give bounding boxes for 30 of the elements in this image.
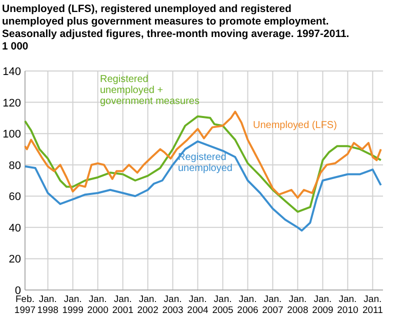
x-tick-label: Jan. 2010 <box>337 294 358 316</box>
line-series <box>24 115 382 213</box>
x-tick-label: Jan. 2009 <box>312 294 334 316</box>
x-tick-label: Jan. 2011 <box>362 294 383 316</box>
line-series <box>24 110 382 199</box>
x-tick-label: Feb. 1997 <box>14 294 36 316</box>
x-tick-label: Jan. 2006 <box>237 294 258 316</box>
x-tick-label: Jan. 1998 <box>37 294 58 316</box>
y-tick-label: 80 <box>8 160 21 172</box>
x-tick-label: Jan. 2001 <box>112 294 134 316</box>
y-tick-label: 40 <box>8 222 21 234</box>
x-tick-label: Jan. 2003 <box>162 294 184 316</box>
x-tick-label: Jan. 2002 <box>137 294 158 316</box>
x-tick-label: Jan. 2005 <box>212 294 234 316</box>
y-tick-label: 0 <box>14 285 21 297</box>
x-tick-label: Jan. 2000 <box>87 294 108 316</box>
series-label: Registered unemployed <box>178 152 232 174</box>
y-tick-label: 20 <box>8 254 21 266</box>
x-tick-label: Jan. 1999 <box>62 294 84 316</box>
x-tick-label: Jan. 2004 <box>187 294 208 316</box>
line-series <box>24 140 382 232</box>
y-tick-label: 60 <box>8 191 21 204</box>
y-tick-label: 120 <box>2 97 21 110</box>
chart-title: Unemployed (LFS), registered unemployed and registered unemployed plus government measures to promote employment. Seasonally adjusted figures, three-month moving average. 1997-2011. 1 000 <box>2 3 350 52</box>
x-tick-label: Jan. 2008 <box>287 294 308 316</box>
y-tick-label: 140 <box>2 66 21 78</box>
series-label: Unemployed (LFS) <box>253 120 337 131</box>
series-label: Registered unemployed + government measures <box>100 74 200 107</box>
y-tick-label: 100 <box>2 128 21 141</box>
x-tick-label: Jan. 2007 <box>262 294 284 316</box>
